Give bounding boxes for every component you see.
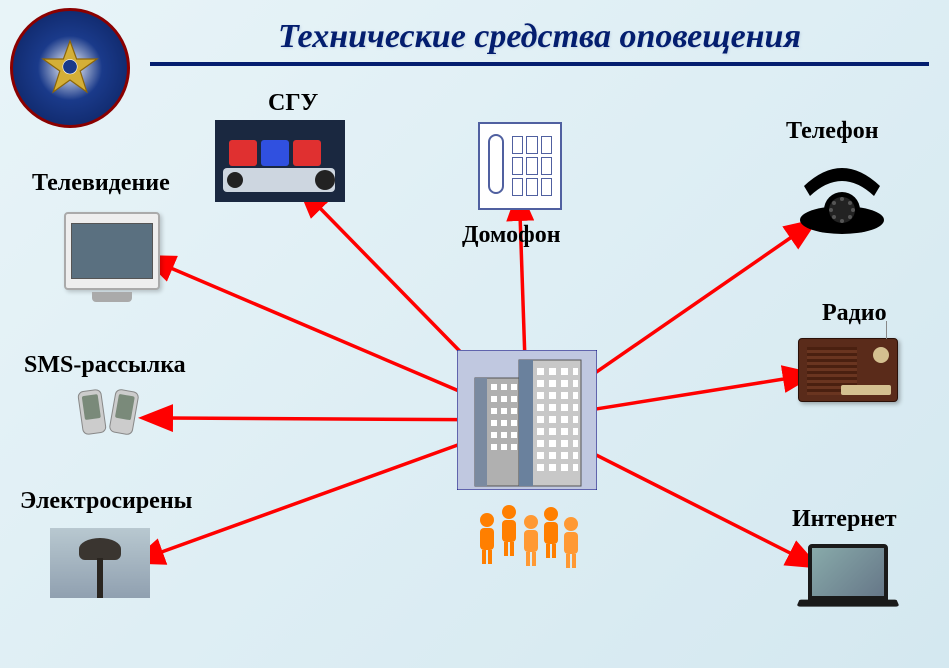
node-sms: SMS-рассылка: [24, 352, 186, 379]
sgu-icon: [215, 120, 345, 202]
mobile-icon: [76, 390, 140, 439]
people-icon: [475, 504, 585, 579]
central-building-icon: [457, 350, 597, 490]
node-internet-label: Интернет: [792, 506, 897, 533]
intercom-icon: [478, 122, 562, 210]
laptop-icon: [798, 544, 898, 610]
node-intercom-label: Домофон: [462, 222, 561, 249]
node-phone-label: Телефон: [786, 118, 879, 145]
siren-icon: [50, 528, 150, 598]
node-internet: Интернет: [792, 506, 897, 533]
node-siren-label: Электросирены: [20, 488, 192, 515]
emblem-logo: [10, 8, 130, 128]
tv-icon: [64, 212, 160, 302]
emblem-star-icon: [40, 38, 100, 98]
node-radio-label: Радио: [822, 300, 887, 327]
node-phone: Телефон: [786, 118, 879, 145]
node-sgu: СГУ: [268, 90, 318, 117]
radio-icon: [798, 338, 898, 402]
node-siren: Электросирены: [20, 488, 192, 515]
node-sgu-label: СГУ: [268, 90, 318, 117]
node-tv: Телевидение: [32, 170, 170, 197]
node-tv-label: Телевидение: [32, 170, 170, 197]
node-sms-label: SMS-рассылка: [24, 352, 186, 379]
node-intercom: Домофон: [462, 222, 561, 249]
node-radio: Радио: [822, 300, 887, 327]
phone-icon: [794, 156, 890, 243]
page-title: Технические средства оповещения: [150, 18, 929, 66]
